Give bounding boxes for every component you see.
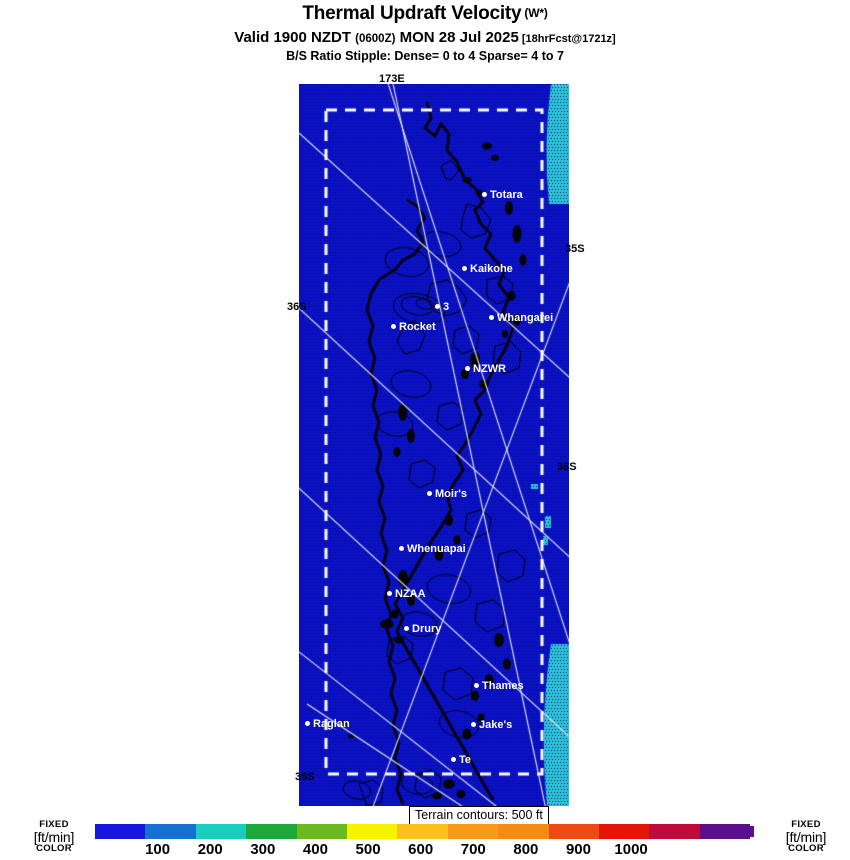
colorbar-gradient[interactable] — [95, 824, 751, 839]
colorbar-segment-2 — [195, 824, 247, 839]
colorbar-segment-11 — [649, 824, 700, 839]
forecast-map[interactable]: Totara Kaikohe 3 Rocket Whangarei NZWR Moir's W… — [287, 74, 585, 806]
page-title-text: Thermal Updraft Velocity — [302, 3, 522, 24]
page-title: Thermal Updraft Velocity (W*) — [0, 3, 850, 25]
page-title-subscript: (W*) — [524, 6, 548, 20]
colorbar-tick-900: 900 — [565, 841, 591, 858]
valid-local-time: Valid 1900 NZDT — [234, 29, 351, 46]
page-header: Thermal Updraft Velocity (W*) Valid 1900 … — [0, 0, 850, 63]
colorbar-segment-7 — [447, 824, 499, 839]
colorbar-units-left-fixed: FIXED — [39, 819, 69, 830]
colorbar-units-right: FIXED [ft/min] COLOR — [770, 820, 842, 853]
forecast-run-tag: [18hrFcst@1721z] — [521, 33, 616, 45]
colorbar-tick-200: 200 — [197, 841, 223, 858]
colorbar-segment-4 — [296, 824, 347, 839]
colorbar-segment-3 — [246, 824, 297, 839]
colorbar-segment-8 — [498, 824, 549, 839]
colorbar-tick-700: 700 — [460, 841, 486, 858]
colorbar-tick-800: 800 — [513, 841, 539, 858]
colorbar-tick-600: 600 — [408, 841, 434, 858]
colorbar-tick-300: 300 — [250, 841, 276, 858]
colorbar-segment-6 — [397, 824, 448, 839]
colorbar-segment-0 — [95, 824, 146, 839]
colorbar-row: FIXED [ft/min] COLOR 100 200 300 400 500 600 7… — [0, 820, 850, 860]
valid-zulu-time: (0600Z) — [355, 33, 396, 45]
colorbar-units-left-color: COLOR — [36, 842, 72, 854]
map-raster-canvas[interactable] — [299, 84, 569, 806]
colorbar-units-right-fixed: FIXED — [791, 819, 821, 830]
colorbar-segment-5 — [346, 824, 398, 839]
valid-date: MON 28 Jul 2025 — [399, 29, 519, 46]
colorbar-tick-100: 100 — [145, 841, 171, 858]
colorbar-segment-1 — [145, 824, 196, 839]
stipple-legend-note: B/S Ratio Stipple: Dense= 0 to 4 Sparse=… — [286, 49, 564, 63]
colorbar-segment-10 — [598, 824, 650, 839]
colorbar-units-left-units: [ft/min] — [33, 828, 75, 845]
valid-time-line: Valid 1900 NZDT (0600Z) MON 28 Jul 2025[… — [0, 29, 850, 46]
colorbar-segment-12 — [699, 824, 751, 839]
colorbar-units-left: FIXED [ft/min] COLOR — [18, 820, 90, 853]
colorbar-segment-9 — [548, 824, 599, 839]
colorbar-units-right-units: [ft/min] — [785, 828, 827, 845]
colorbar-tick-labels: 100 200 300 400 500 600 700 800 900 1000 — [95, 841, 750, 859]
colorbar-tick-400: 400 — [302, 841, 328, 858]
colorbar-tick-500: 500 — [355, 841, 381, 858]
colorbar-swatch-high — [742, 826, 754, 837]
colorbar-units-right-color: COLOR — [788, 842, 824, 854]
colorbar-tick-1000: 1000 — [614, 841, 648, 858]
